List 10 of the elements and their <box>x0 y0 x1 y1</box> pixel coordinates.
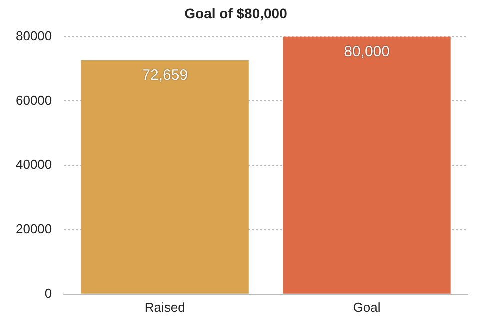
y-tick-label: 80000 <box>16 28 52 44</box>
y-tick-label: 40000 <box>16 157 52 172</box>
x-tick-label: Raised <box>144 300 186 315</box>
y-tick-label: 60000 <box>16 92 52 108</box>
y-tick-label: 0 <box>44 286 52 301</box>
data-label: 72,659 <box>142 67 188 84</box>
data-label: 80,000 <box>344 43 390 60</box>
chart-title: Goal of $80,000 <box>184 5 288 22</box>
x-tick-label: Goal <box>353 300 381 315</box>
y-tick-label: 20000 <box>16 222 52 237</box>
